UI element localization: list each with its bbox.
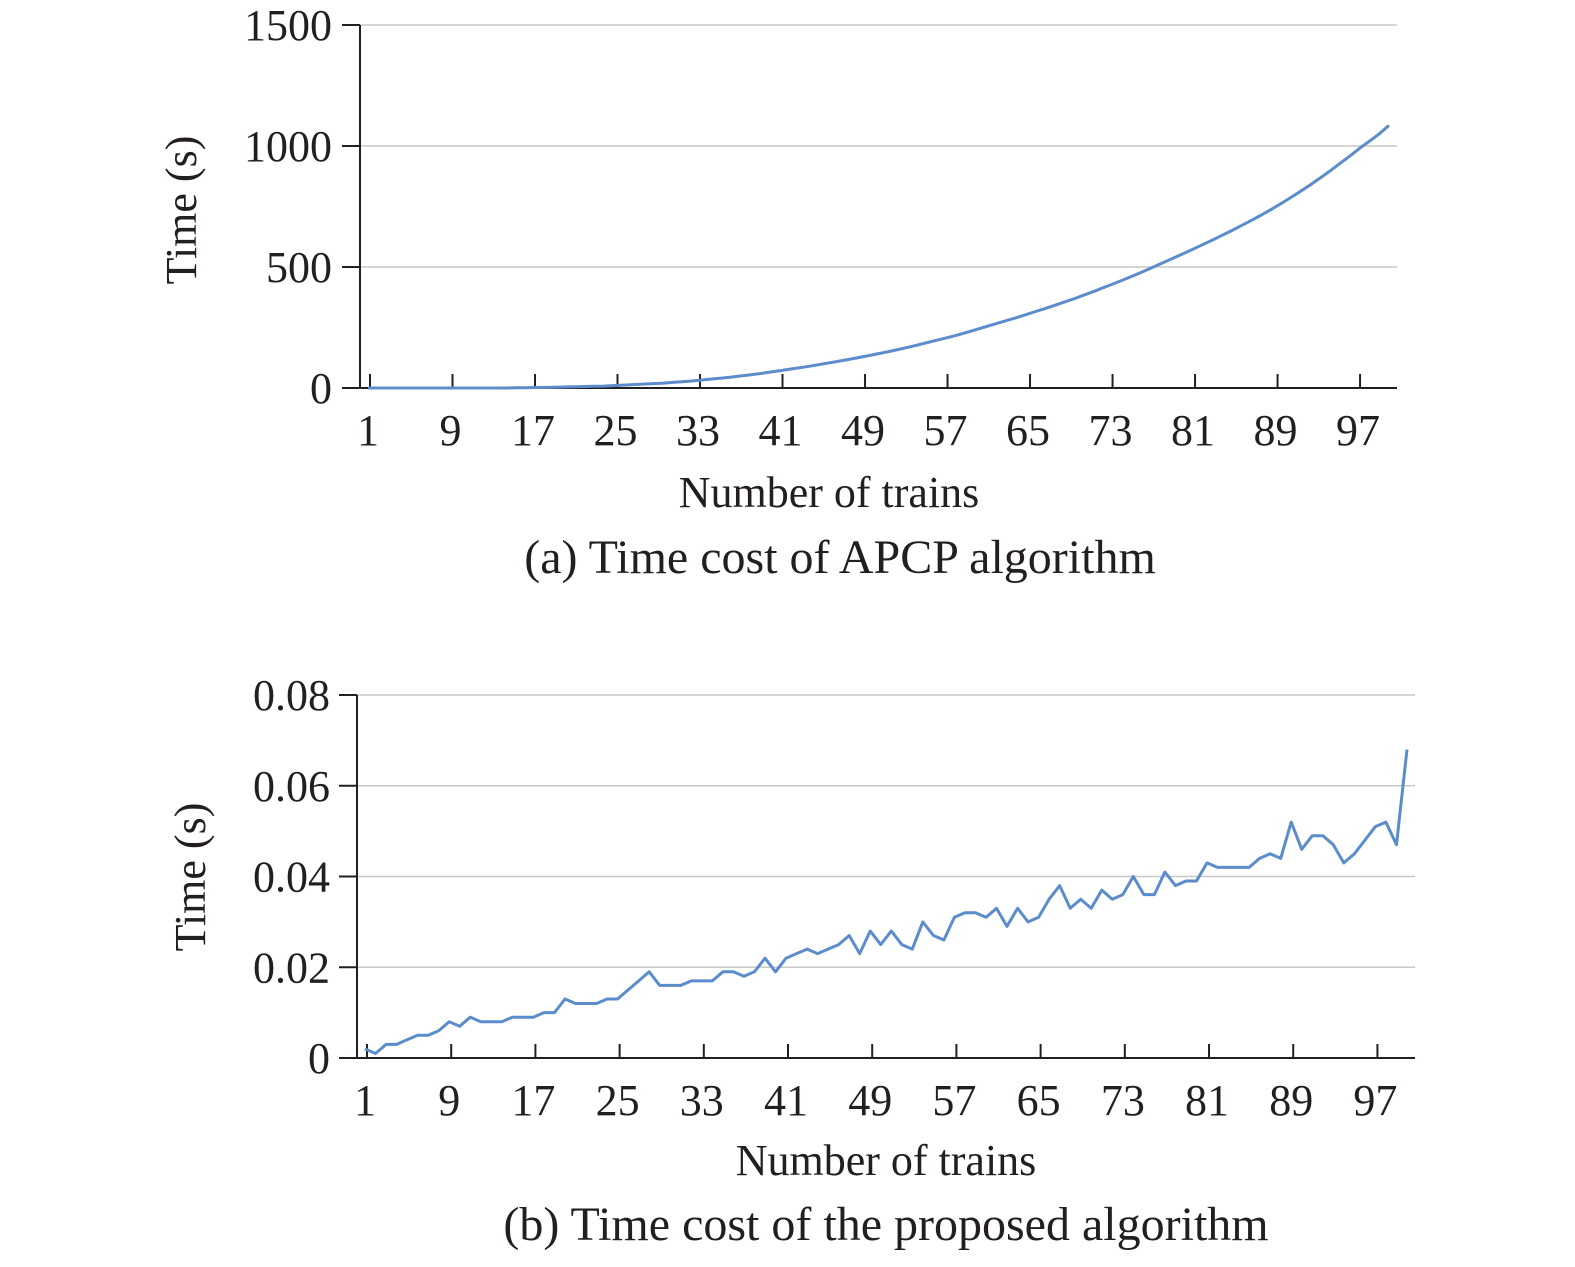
x-tick-label: 17 bbox=[511, 1076, 555, 1125]
x-tick-label: 57 bbox=[924, 406, 968, 455]
y-axis-label-b: Time (s) bbox=[166, 803, 215, 952]
x-tick-label: 41 bbox=[759, 406, 803, 455]
y-tick-label: 500 bbox=[266, 243, 332, 292]
y-tick-label: 0.08 bbox=[253, 671, 330, 720]
x-tick-label: 9 bbox=[440, 406, 462, 455]
chart-panel-a: 0 500 1000 1500 1 9 17 25 33 41 49 57 65 73 81 89 97 Ti… bbox=[157, 1, 1397, 584]
y-tick-label: 0.02 bbox=[253, 943, 330, 992]
x-tick-label: 89 bbox=[1269, 1076, 1313, 1125]
y-tick-label: 0.04 bbox=[253, 853, 330, 902]
x-tick-label: 1 bbox=[354, 1076, 376, 1125]
x-axis-label-a: Number of trains bbox=[679, 468, 980, 517]
x-tick-label: 25 bbox=[594, 406, 638, 455]
y-tick-label: 0 bbox=[310, 364, 332, 413]
series-line-proposed bbox=[364, 749, 1409, 1055]
chart-panel-b: 0 0.02 0.04 0.06 0.08 1 9 17 25 33 41 49 57 65 73 81 89… bbox=[166, 671, 1415, 1251]
caption-a: (a) Time cost of APCP algorithm bbox=[524, 531, 1156, 584]
x-tick-label: 65 bbox=[1006, 406, 1050, 455]
x-tick-label: 17 bbox=[511, 406, 555, 455]
y-axis-label-a: Time (s) bbox=[157, 136, 206, 285]
x-tick-label: 49 bbox=[848, 1076, 892, 1125]
y-tick-label: 1000 bbox=[244, 122, 332, 171]
y-tick-label: 1500 bbox=[244, 1, 332, 50]
x-tick-label: 33 bbox=[680, 1076, 724, 1125]
x-tick-label: 73 bbox=[1089, 406, 1133, 455]
x-tick-label: 65 bbox=[1017, 1076, 1061, 1125]
x-tick-label: 97 bbox=[1336, 406, 1380, 455]
y-tick-label: 0.06 bbox=[253, 762, 330, 811]
x-tick-label: 81 bbox=[1185, 1076, 1229, 1125]
x-axis-label-b: Number of trains bbox=[736, 1136, 1037, 1185]
y-tick-label: 0 bbox=[308, 1034, 330, 1083]
x-tick-label: 49 bbox=[841, 406, 885, 455]
x-tick-label: 81 bbox=[1171, 406, 1215, 455]
x-tick-label: 97 bbox=[1353, 1076, 1397, 1125]
x-tick-label: 25 bbox=[596, 1076, 640, 1125]
x-tick-label: 73 bbox=[1101, 1076, 1145, 1125]
x-tick-label: 41 bbox=[764, 1076, 808, 1125]
caption-b: (b) Time cost of the proposed algorithm bbox=[503, 1198, 1268, 1251]
x-tick-label: 9 bbox=[438, 1076, 460, 1125]
x-tick-label: 33 bbox=[676, 406, 720, 455]
x-tick-label: 89 bbox=[1254, 406, 1298, 455]
x-tick-label: 1 bbox=[357, 406, 379, 455]
x-tick-label: 57 bbox=[932, 1076, 976, 1125]
series-line-apcp bbox=[368, 124, 1390, 390]
